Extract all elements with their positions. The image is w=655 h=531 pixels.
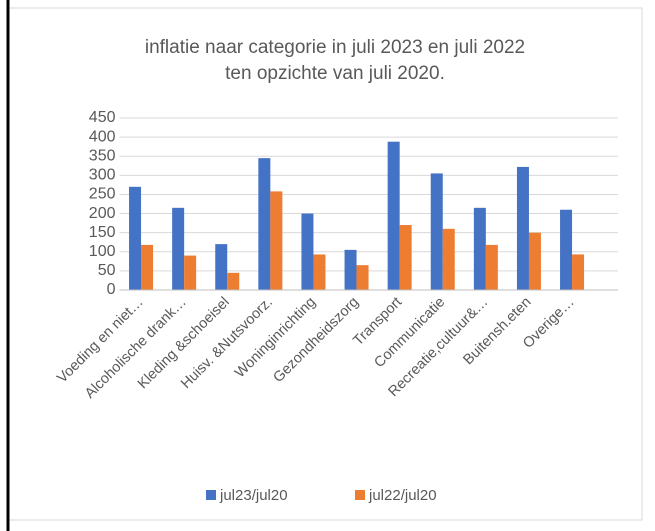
bar xyxy=(560,209,573,290)
legend-swatch xyxy=(355,490,365,500)
bar xyxy=(313,254,326,290)
legend-label: jul23/jul20 xyxy=(219,487,288,504)
y-tick-label: 0 xyxy=(107,281,116,298)
bar xyxy=(387,141,400,290)
chart-title: inflatie naar categorie in juli 2023 en … xyxy=(145,37,525,58)
bar xyxy=(473,207,486,290)
y-tick-label: 50 xyxy=(98,262,116,279)
bar xyxy=(356,265,369,290)
bar xyxy=(572,254,585,290)
bar xyxy=(301,213,314,290)
bar xyxy=(258,158,271,290)
bar xyxy=(430,173,443,290)
bar xyxy=(485,244,498,290)
y-tick-label: 100 xyxy=(89,243,116,260)
bar xyxy=(344,249,357,290)
bar xyxy=(129,186,142,290)
bar xyxy=(442,228,455,290)
bar xyxy=(399,225,412,290)
legend-label: jul22/jul20 xyxy=(368,487,437,504)
bar xyxy=(528,232,541,290)
bar xyxy=(215,244,228,290)
bar xyxy=(227,272,240,290)
legend-swatch xyxy=(206,490,216,500)
chart-title: ten opzichte van juli 2020. xyxy=(225,63,445,84)
bar xyxy=(172,207,185,290)
y-tick-label: 450 xyxy=(89,109,116,126)
y-tick-label: 200 xyxy=(89,205,116,222)
bar xyxy=(184,255,197,290)
y-tick-label: 400 xyxy=(89,128,116,145)
y-tick-label: 300 xyxy=(89,167,116,184)
bar xyxy=(270,191,283,290)
bar xyxy=(516,166,529,290)
y-tick-label: 250 xyxy=(89,186,116,203)
y-tick-label: 350 xyxy=(89,147,116,164)
bar xyxy=(141,244,154,290)
y-tick-label: 150 xyxy=(89,224,116,241)
